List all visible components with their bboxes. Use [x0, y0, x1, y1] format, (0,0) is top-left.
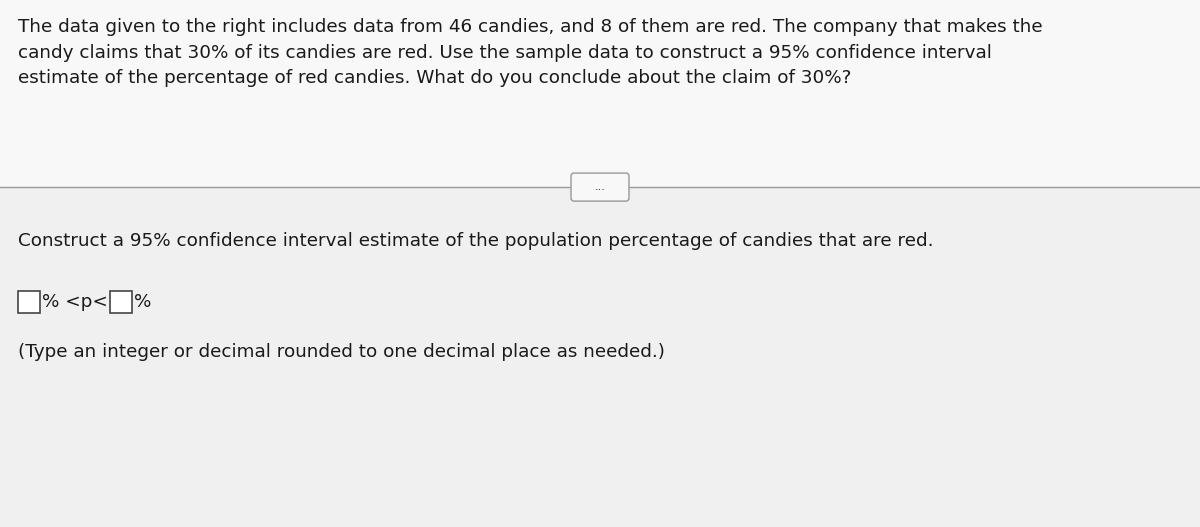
- Text: % <p<: % <p<: [42, 293, 108, 311]
- Bar: [18, 291, 40, 313]
- Bar: [110, 291, 132, 313]
- Text: The data given to the right includes data from 46 candies, and 8 of them are red: The data given to the right includes dat…: [18, 18, 1043, 87]
- Bar: [0, 187, 1200, 527]
- Text: ...: ...: [594, 182, 606, 192]
- Text: (Type an integer or decimal rounded to one decimal place as needed.): (Type an integer or decimal rounded to o…: [18, 343, 665, 361]
- Bar: [0, 0, 1200, 187]
- Text: Construct a 95% confidence interval estimate of the population percentage of can: Construct a 95% confidence interval esti…: [18, 232, 934, 250]
- FancyBboxPatch shape: [571, 173, 629, 201]
- Text: %: %: [134, 293, 151, 311]
